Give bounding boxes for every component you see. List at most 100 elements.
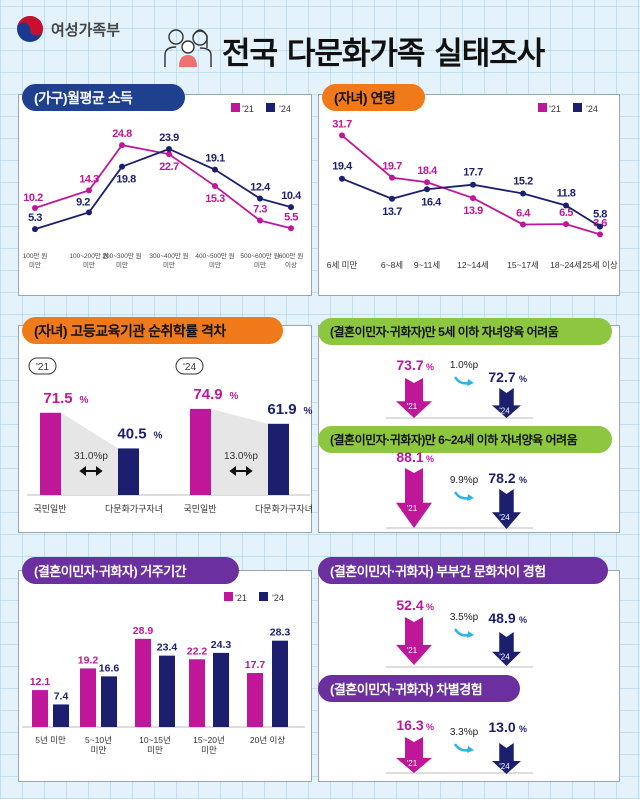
bar xyxy=(135,638,151,727)
value-21: 16.3 xyxy=(396,717,423,733)
value-24: 72.7 xyxy=(488,369,515,385)
bar-value-label: 40.5 xyxy=(117,425,146,442)
data-point xyxy=(257,217,263,224)
category-label: 미만 xyxy=(116,260,128,269)
data-point xyxy=(212,166,218,173)
data-label: 5.5 xyxy=(284,211,298,223)
legend-swatch-24 xyxy=(573,103,582,112)
data-label: 19.7 xyxy=(382,161,402,173)
age-header: (자녀) 연령 xyxy=(322,84,425,111)
data-label: 10.4 xyxy=(281,190,302,202)
bar-value-label: 24.3 xyxy=(211,639,232,651)
bar-value-label: 28.3 xyxy=(270,627,291,639)
data-point xyxy=(86,187,92,194)
data-label: 6.4 xyxy=(516,207,531,219)
bar xyxy=(101,676,117,727)
bar xyxy=(190,408,211,495)
data-label: 6.5 xyxy=(559,207,573,219)
data-point xyxy=(389,174,395,181)
category-label: 12~14세 xyxy=(457,260,489,270)
data-label: 12.4 xyxy=(250,182,271,194)
year-label: '21 xyxy=(407,646,418,655)
value-24: 78.2 xyxy=(488,470,515,486)
category-label: 500~600만 원 xyxy=(240,251,279,260)
year-label: '21 xyxy=(407,759,418,768)
bar-value-label: 16.6 xyxy=(99,662,120,674)
value-21: 88.1 xyxy=(396,449,423,465)
unit-label: % xyxy=(519,374,527,384)
data-label: 9.2 xyxy=(76,196,90,208)
curved-arrow-icon xyxy=(453,376,470,385)
unit-label: % xyxy=(519,724,527,734)
category-label: 미만 xyxy=(209,260,221,269)
difference-label: 1.0%p xyxy=(450,360,479,371)
data-point xyxy=(32,205,38,212)
year-label: '21 xyxy=(407,504,418,513)
data-point xyxy=(288,204,294,211)
gap-shade xyxy=(211,408,268,495)
category-label: 미만 xyxy=(201,745,217,755)
data-label: 23.9 xyxy=(159,132,179,144)
category-label: 18~24세 xyxy=(550,260,582,270)
data-label: 31.7 xyxy=(332,118,352,130)
year-label: '24 xyxy=(499,513,510,522)
down-arrow-21-icon xyxy=(396,378,432,418)
bar xyxy=(159,655,175,727)
data-point xyxy=(389,195,395,202)
data-point xyxy=(563,202,569,209)
difference-label: 9.9%p xyxy=(450,475,479,486)
category-label: 미만 xyxy=(147,745,163,755)
bar xyxy=(272,640,288,727)
category-label: 9~11세 xyxy=(414,260,440,270)
legend-swatch-21 xyxy=(231,103,240,112)
income-header: (가구)월평균 소득 xyxy=(22,84,185,111)
bar-value-label: 23.4 xyxy=(157,642,178,654)
data-label: 19.4 xyxy=(332,161,353,173)
discrimination-header: (결혼이민자·귀화자) 차별경험 xyxy=(318,675,520,702)
gap-label: 13.0%p xyxy=(224,451,258,462)
bar-value-label: 19.2 xyxy=(78,654,99,666)
curved-arrow-head-icon xyxy=(467,746,474,753)
legend-label-24: '24 xyxy=(586,104,598,114)
down-arrow-24-icon xyxy=(492,489,521,529)
down-arrow-24-icon xyxy=(492,388,521,418)
data-label: 19.8 xyxy=(116,174,136,186)
difference-label: 3.3%p xyxy=(450,727,479,738)
category-label: 미만 xyxy=(29,260,41,269)
data-label: 22.7 xyxy=(159,161,179,173)
down-arrow-24-icon xyxy=(492,743,521,774)
parenting-under5-header: (결혼이민자·귀화자)만 5세 이하 자녀양육 어려움 xyxy=(318,318,612,345)
curved-arrow-head-icon xyxy=(467,379,474,386)
income-panel xyxy=(18,94,312,296)
category-label: 20년 이상 xyxy=(250,735,285,745)
curved-arrow-head-icon xyxy=(467,631,474,638)
data-point xyxy=(166,145,172,152)
unit-label: % xyxy=(519,615,527,625)
legend-swatch-21 xyxy=(538,103,547,112)
data-label: 11.8 xyxy=(557,187,576,199)
data-label: 24.8 xyxy=(112,128,132,140)
bar-value-label: 7.4 xyxy=(54,690,69,702)
legend-label-21: '21 xyxy=(242,104,254,114)
data-point xyxy=(339,175,345,182)
taegeuk-emblem-icon xyxy=(17,16,43,42)
legend-label-21: '21 xyxy=(549,104,561,114)
year-label: '24 xyxy=(499,762,510,771)
category-label: 5년 미만 xyxy=(35,735,66,745)
bar-value-label: 71.5 xyxy=(43,390,72,407)
value-21: 52.4 xyxy=(396,597,423,613)
page-title: 전국 다문화가족 실태조사 xyxy=(222,36,545,72)
data-point xyxy=(520,221,526,228)
year-label: '24 xyxy=(499,406,510,415)
year-badge xyxy=(175,357,204,375)
category-label: 25세 이상 xyxy=(582,260,617,270)
year-label: '21 xyxy=(407,402,418,411)
bar xyxy=(53,704,69,727)
bar xyxy=(268,423,289,495)
down-arrow-21-icon xyxy=(396,617,432,665)
data-point xyxy=(119,142,125,149)
curved-arrow-icon xyxy=(453,628,470,637)
data-point xyxy=(597,223,603,230)
legend-label-24: '24 xyxy=(279,104,291,114)
legend-swatch-21 xyxy=(224,592,233,601)
